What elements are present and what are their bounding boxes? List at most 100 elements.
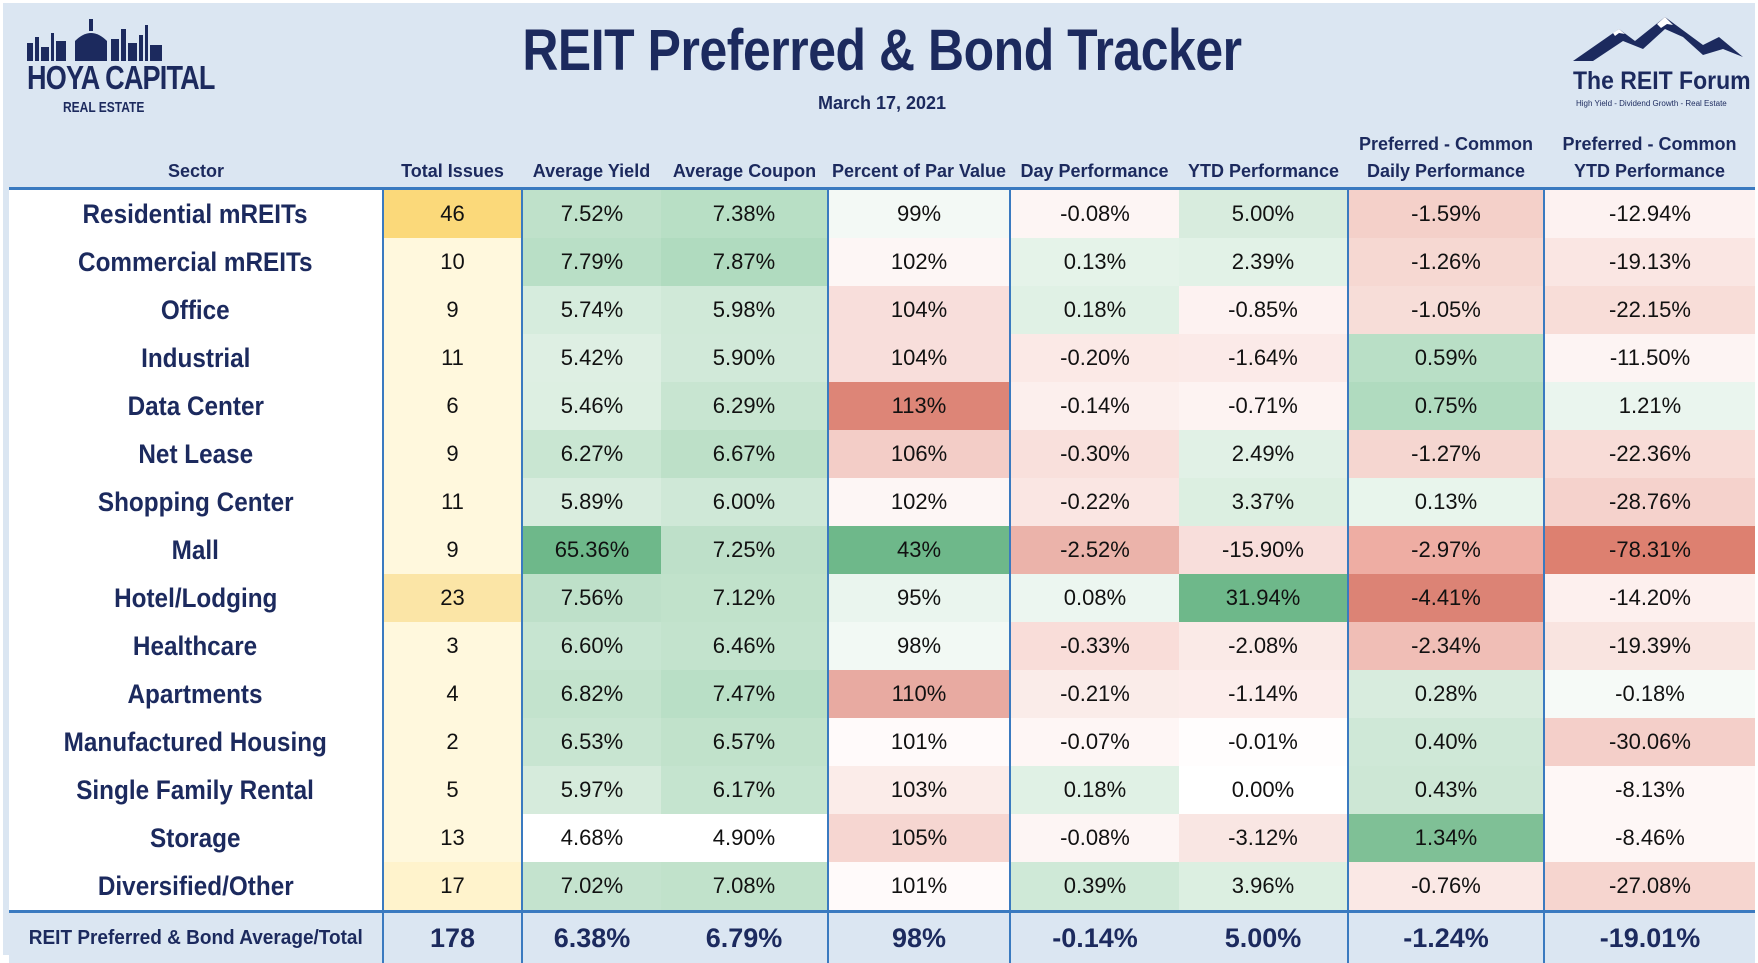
cell-ytd: 3.96% [1179, 862, 1348, 912]
cell-ytd: -1.64% [1179, 334, 1348, 382]
sector-name: Diversified/Other [9, 862, 383, 912]
cell-issues: 3 [383, 622, 522, 670]
cell-ytd: -0.71% [1179, 382, 1348, 430]
cell-day: 0.18% [1010, 766, 1179, 814]
cell-yield: 6.53% [522, 718, 661, 766]
cell-pc-day: 0.75% [1348, 382, 1544, 430]
cell-pc-day: -1.27% [1348, 430, 1544, 478]
cell-ytd: 0.00% [1179, 766, 1348, 814]
total-label-text: REIT Preferred & Bond Average/Total [29, 927, 363, 950]
cell-issues: 9 [383, 286, 522, 334]
sector-label: Shopping Center [98, 487, 294, 518]
cell-pc-day: 0.40% [1348, 718, 1544, 766]
cell-yield: 5.46% [522, 382, 661, 430]
sector-label: Single Family Rental [77, 775, 315, 806]
cell-issues: 11 [383, 334, 522, 382]
cell-pc-day: 1.34% [1348, 814, 1544, 862]
cell-ytd: 2.49% [1179, 430, 1348, 478]
cell-ytd: 5.00% [1179, 189, 1348, 239]
cell-par: 110% [828, 670, 1010, 718]
sector-name: Single Family Rental [9, 766, 383, 814]
cell-coupon: 7.87% [661, 238, 828, 286]
sector-label: Apartments [128, 679, 263, 710]
sector-label: Manufactured Housing [64, 727, 327, 758]
cell-day: -0.08% [1010, 814, 1179, 862]
cell-pc-ytd: -14.20% [1544, 574, 1755, 622]
cell-pc-ytd: -78.31% [1544, 526, 1755, 574]
cell-coupon: 7.38% [661, 189, 828, 239]
cell-pc-day: 0.13% [1348, 478, 1544, 526]
cell-par: 106% [828, 430, 1010, 478]
cell-coupon: 6.00% [661, 478, 828, 526]
cell-ytd: -0.85% [1179, 286, 1348, 334]
column-header-sector: Sector [9, 131, 383, 189]
total-day: -0.14% [1010, 912, 1179, 963]
cell-par: 101% [828, 718, 1010, 766]
cell-issues: 46 [383, 189, 522, 239]
cell-pc-day: -1.05% [1348, 286, 1544, 334]
cell-issues: 6 [383, 382, 522, 430]
column-header-ytd: YTD Performance [1179, 131, 1348, 189]
cell-par: 99% [828, 189, 1010, 239]
cell-pc-ytd: -8.13% [1544, 766, 1755, 814]
sector-name: Healthcare [9, 622, 383, 670]
cell-coupon: 7.08% [661, 862, 828, 912]
cell-issues: 13 [383, 814, 522, 862]
total-coupon: 6.79% [661, 912, 828, 963]
sector-label: Net Lease [138, 439, 253, 470]
sector-name: Net Lease [9, 430, 383, 478]
cell-par: 101% [828, 862, 1010, 912]
cell-pc-day: 0.28% [1348, 670, 1544, 718]
cell-yield: 7.56% [522, 574, 661, 622]
cell-issues: 2 [383, 718, 522, 766]
cell-day: -0.07% [1010, 718, 1179, 766]
cell-ytd: -1.14% [1179, 670, 1348, 718]
cell-yield: 5.97% [522, 766, 661, 814]
column-header-coupon: Average Coupon [661, 131, 828, 189]
cell-yield: 6.82% [522, 670, 661, 718]
cell-ytd: -2.08% [1179, 622, 1348, 670]
sector-name: Commercial mREITs [9, 238, 383, 286]
cell-par: 95% [828, 574, 1010, 622]
cell-yield: 4.68% [522, 814, 661, 862]
column-header-yield: Average Yield [522, 131, 661, 189]
cell-par: 98% [828, 622, 1010, 670]
cell-ytd: -0.01% [1179, 718, 1348, 766]
sector-label: Office [161, 295, 230, 326]
cell-yield: 5.89% [522, 478, 661, 526]
cell-pc-ytd: -22.36% [1544, 430, 1755, 478]
sector-name: Industrial [9, 334, 383, 382]
cell-par: 102% [828, 478, 1010, 526]
sector-name: Apartments [9, 670, 383, 718]
cell-day: 0.13% [1010, 238, 1179, 286]
page-title: REIT Preferred & Bond Tracker [126, 17, 1638, 84]
cell-day: 0.18% [1010, 286, 1179, 334]
cell-yield: 5.42% [522, 334, 661, 382]
reit-forum-logo: The REIT Forum High Yield - Dividend Gro… [1563, 15, 1753, 115]
cell-par: 105% [828, 814, 1010, 862]
cell-coupon: 7.25% [661, 526, 828, 574]
mountain-icon [1573, 15, 1743, 63]
column-header-pc-day: Preferred - Common Daily Performance [1348, 131, 1544, 189]
sector-name: Hotel/Lodging [9, 574, 383, 622]
cell-coupon: 6.17% [661, 766, 828, 814]
cell-par: 103% [828, 766, 1010, 814]
cell-day: -0.20% [1010, 334, 1179, 382]
report-date: March 17, 2021 [3, 93, 1758, 114]
cell-pc-day: -1.59% [1348, 189, 1544, 239]
cell-pc-ytd: 1.21% [1544, 382, 1755, 430]
cell-pc-day: -0.76% [1348, 862, 1544, 912]
cell-day: -0.22% [1010, 478, 1179, 526]
cell-day: 0.08% [1010, 574, 1179, 622]
cell-par: 102% [828, 238, 1010, 286]
cell-yield: 65.36% [522, 526, 661, 574]
